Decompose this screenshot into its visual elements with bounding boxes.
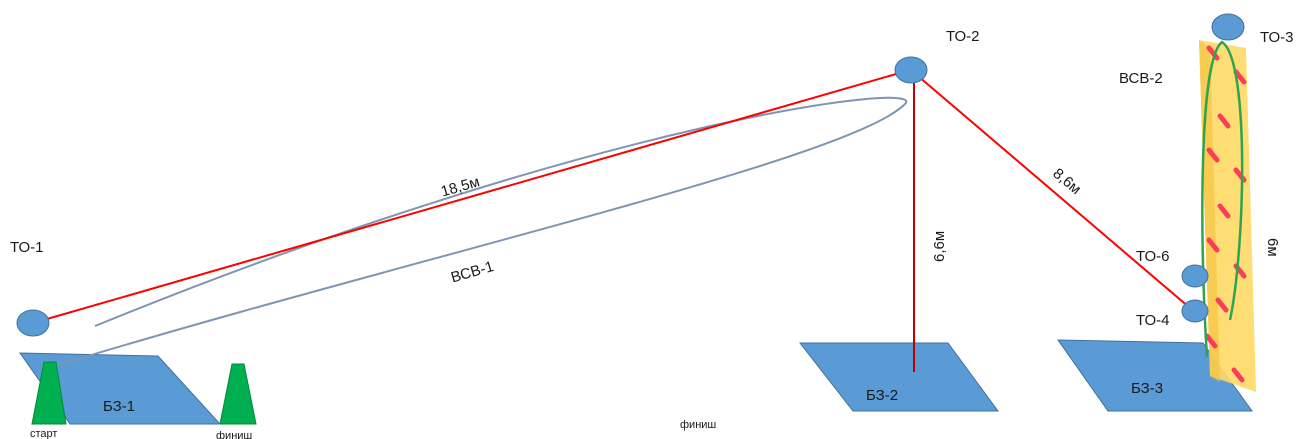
zone-bz2 <box>798 342 999 412</box>
hold <box>1217 113 1231 129</box>
label-finish-cone: финиш <box>216 430 252 439</box>
hold <box>1204 333 1218 349</box>
hold <box>1206 237 1220 253</box>
zone-bz3 <box>1057 339 1253 412</box>
hold <box>1206 147 1220 163</box>
hold <box>1206 45 1220 61</box>
hold <box>1215 297 1229 313</box>
label-to4: ТО-4 <box>1136 312 1170 329</box>
label-finish-center: финиш <box>680 419 716 431</box>
label-to1: ТО-1 <box>10 239 44 256</box>
label-bz3: БЗ-3 <box>1131 380 1163 397</box>
hold <box>1217 203 1231 219</box>
label-start: старт <box>30 428 57 439</box>
hold <box>1231 367 1245 383</box>
node-to1 <box>16 309 50 337</box>
label-vsv2: ВСВ-2 <box>1119 70 1163 87</box>
node-to4 <box>1181 299 1209 323</box>
cone-start <box>31 361 67 425</box>
cone-finish <box>219 363 257 425</box>
label-to3: ТО-3 <box>1260 29 1294 46</box>
node-to6 <box>1181 264 1209 288</box>
node-to3 <box>1211 13 1245 41</box>
label-dist-to2-bz2: 6,6м <box>931 231 948 262</box>
node-to2 <box>894 56 928 84</box>
label-to2: ТО-2 <box>946 28 980 45</box>
rope-loop-vsv1 <box>44 96 908 370</box>
label-vsv1: ВСВ-1 <box>449 258 496 286</box>
label-bz1: БЗ-1 <box>103 398 135 415</box>
label-bz2: БЗ-2 <box>866 387 898 404</box>
wall-rope <box>1201 40 1244 358</box>
rope-to1-to2 <box>39 69 911 322</box>
label-to6: ТО-6 <box>1136 248 1170 265</box>
rope-to2-to4 <box>917 75 1191 309</box>
label-wall-height: 6м <box>1264 238 1281 257</box>
hold <box>1233 69 1247 85</box>
